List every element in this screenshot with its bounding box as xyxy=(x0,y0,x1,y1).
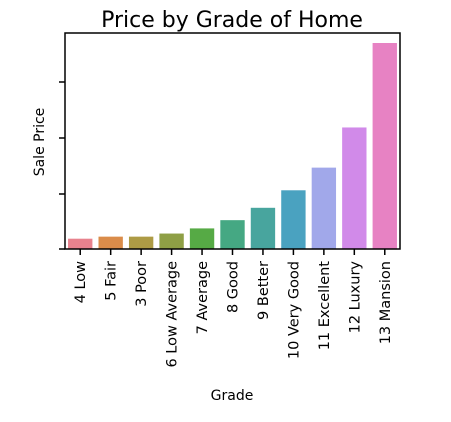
bar-7 xyxy=(281,190,306,249)
bar-5 xyxy=(220,220,245,249)
bar-9 xyxy=(342,127,367,249)
bars-group xyxy=(68,43,397,249)
x-tick-label: 10 Very Good xyxy=(286,261,302,359)
x-ticks-group: 4 Low 5 Fair 3 Poor 6 Low Average 7 Average 8… xyxy=(73,249,394,368)
x-tick-label: 4 Low xyxy=(73,261,89,304)
bar-4 xyxy=(189,228,215,249)
x-tick-label: 6 Low Average xyxy=(165,261,181,368)
x-axis-label: Grade xyxy=(211,388,254,404)
bar-6 xyxy=(250,207,276,249)
bar-2 xyxy=(128,236,154,249)
x-tick-label: 8 Good xyxy=(226,261,242,313)
bar-0 xyxy=(68,238,93,249)
bar-8 xyxy=(311,167,337,249)
x-tick-label: 11 Excellent xyxy=(317,261,333,351)
bar-10 xyxy=(372,43,397,249)
x-tick-label: 13 Mansion xyxy=(378,261,394,344)
x-tick-label: 7 Average xyxy=(195,261,211,334)
y-axis-label: Sale Price xyxy=(32,108,48,177)
x-tick-label: 12 Luxury xyxy=(347,261,363,334)
bar-1 xyxy=(98,236,123,249)
x-tick-label: 5 Fair xyxy=(104,261,120,301)
bar-3 xyxy=(159,233,184,249)
y-ticks-group xyxy=(59,81,65,250)
axes-frame xyxy=(64,32,401,250)
x-tick-label: 3 Poor xyxy=(134,261,150,307)
plot-frame xyxy=(64,32,401,250)
x-tick-label: 9 Better xyxy=(256,261,272,320)
chart-title: Price by Grade of Home xyxy=(101,8,363,33)
